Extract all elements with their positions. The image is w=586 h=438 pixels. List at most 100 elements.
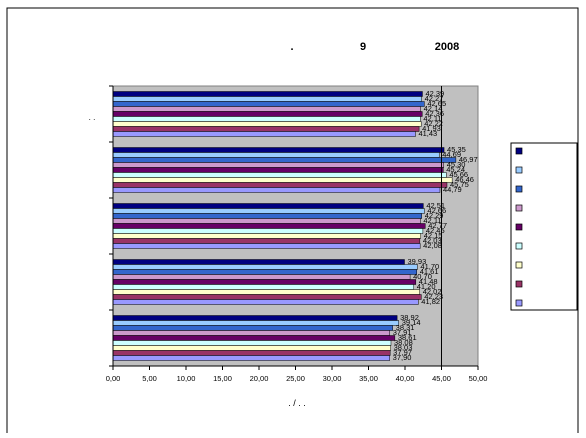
bar-g4-s3 <box>112 269 418 275</box>
data-label-g1-s7: 42,22 <box>424 119 443 128</box>
data-label-g3-s3: 42,29 <box>425 211 444 220</box>
data-label-g3-s7: 42,15 <box>424 231 443 240</box>
bar-g3-s4 <box>112 218 421 224</box>
data-label-g2-s2: 44,69 <box>442 150 461 159</box>
bar-g2-s1 <box>112 147 445 153</box>
data-label-g4-s3: 41,61 <box>420 267 439 276</box>
bar-g4-s9 <box>112 299 419 305</box>
bar-g3-s2 <box>112 208 425 214</box>
data-label-g5-s5: 38,61 <box>398 333 417 342</box>
title-fragment-day: 9 <box>360 41 366 53</box>
bar-g5-s6 <box>112 340 392 346</box>
data-label-g2-s9: 44,79 <box>443 185 462 194</box>
y-axis-label: . . <box>89 113 96 122</box>
data-label-g1-s2: 42,27 <box>425 94 444 103</box>
data-label-g1-s8: 41,93 <box>422 124 441 133</box>
data-label-g3-s4: 42,11 <box>423 216 441 225</box>
bar-g3-s7 <box>112 233 421 239</box>
data-label-g5-s8: 37,97 <box>393 348 412 357</box>
data-label-g2-s7: 46,46 <box>455 175 474 184</box>
legend-swatch-8 <box>515 280 523 288</box>
data-label-g3-s1: 42,51 <box>426 201 445 210</box>
bar-g3-s8 <box>112 238 421 244</box>
bar-g5-s3 <box>112 325 393 331</box>
bar-g4-s5 <box>112 279 417 285</box>
bar-g5-s4 <box>112 330 390 336</box>
bar-g2-s4 <box>112 162 444 168</box>
title-fragment-year: 2008 <box>435 41 459 53</box>
data-label-g2-s5: 45,24 <box>446 165 465 174</box>
data-label-g5-s1: 38,92 <box>400 313 419 322</box>
data-label-g5-s4: 37,91 <box>393 328 412 337</box>
x-tick-label: 40,00 <box>396 374 415 383</box>
bar-g1-s2 <box>112 96 422 102</box>
data-label-g4-s5: 41,48 <box>419 277 438 286</box>
bar-g5-s1 <box>112 315 398 321</box>
bar-g4-s6 <box>112 284 415 290</box>
x-tick-label: 0,00 <box>106 374 121 383</box>
bar-g3-s6 <box>112 228 424 234</box>
legend-swatch-4 <box>515 204 523 212</box>
bar-g4-s7 <box>112 289 420 295</box>
chart-title: . 9 2008 <box>290 41 459 53</box>
x-tick-label: 10,00 <box>177 374 196 383</box>
x-axis: 0,00 5,00 10,00 15,00 20,00 25,00 30,00 35,00 40… <box>106 365 488 408</box>
bar-g5-s5 <box>112 335 396 341</box>
x-tick-label: 50,00 <box>469 374 488 383</box>
bar-g5-s9 <box>112 355 390 361</box>
bar-g2-s8 <box>112 182 448 188</box>
data-label-g2-s8: 45,75 <box>450 180 469 189</box>
data-label-g1-s5: 42,36 <box>425 109 444 118</box>
legend-swatch-3 <box>515 185 523 193</box>
legend-swatch-6 <box>515 242 523 250</box>
data-label-g4-s4: 40,70 <box>413 272 432 281</box>
bar-g2-s3 <box>112 157 457 163</box>
data-label-g5-s2: 39,14 <box>402 318 421 327</box>
bar-g5-s2 <box>112 320 399 326</box>
data-label-g2-s1: 45,35 <box>447 145 466 154</box>
bar-g2-s9 <box>112 187 441 193</box>
bar-g3-s5 <box>112 223 426 229</box>
data-label-g5-s7: 38,03 <box>394 343 413 352</box>
bar-g4-s8 <box>112 294 422 300</box>
bar-g5-s7 <box>112 345 391 351</box>
bar-g1-s1 <box>112 91 423 97</box>
bar-g3-s9 <box>112 243 421 249</box>
bar-g1-s5 <box>112 111 423 117</box>
data-label-g4-s1: 39,93 <box>407 257 426 266</box>
x-axis-label: . / . . <box>288 398 306 408</box>
bar-g1-s3 <box>112 101 425 107</box>
data-label-g2-s4: 45,30 <box>447 160 466 169</box>
data-label-g5-s6: 38,08 <box>394 338 413 347</box>
data-label-g1-s6: 42,11 <box>423 114 441 123</box>
bar-g2-s5 <box>112 167 444 173</box>
data-label-g4-s6: 41,20 <box>417 282 436 291</box>
title-fragment-dot: . <box>290 41 293 53</box>
legend-swatch-5 <box>515 223 523 231</box>
bar-g3-s1 <box>112 203 424 209</box>
bar-g5-s8 <box>112 350 391 356</box>
data-label-g4-s2: 41,70 <box>420 262 439 271</box>
bar-g4-s4 <box>112 274 411 280</box>
data-labels: 42,3942,2742,6542,1442,3642,1142,2241,93… <box>393 89 478 362</box>
data-label-g4-s9: 41,82 <box>421 297 440 306</box>
bar-g2-s6 <box>112 172 447 178</box>
legend-swatch-9 <box>515 299 523 307</box>
data-label-g1-s4: 42,14 <box>424 104 443 113</box>
data-label-g4-s7: 42,02 <box>423 287 442 296</box>
data-label-g3-s5: 42,77 <box>428 221 447 230</box>
bar-g1-s6 <box>112 116 421 122</box>
data-label-g5-s9: 37,90 <box>393 353 412 362</box>
bar-g1-s4 <box>112 106 421 112</box>
x-tick-label: 15,00 <box>213 374 232 383</box>
legend-swatch-2 <box>515 166 523 174</box>
data-label-g2-s6: 45,66 <box>449 170 468 179</box>
bar-g4-s2 <box>112 264 418 270</box>
data-label-g2-s3: 46,97 <box>459 155 478 164</box>
data-label-g1-s9: 41,43 <box>418 129 437 138</box>
bar-g2-s7 <box>112 177 453 183</box>
data-label-g1-s3: 42,65 <box>427 99 446 108</box>
data-label-g3-s6: 42,45 <box>426 226 445 235</box>
bar-g1-s7 <box>112 121 422 127</box>
